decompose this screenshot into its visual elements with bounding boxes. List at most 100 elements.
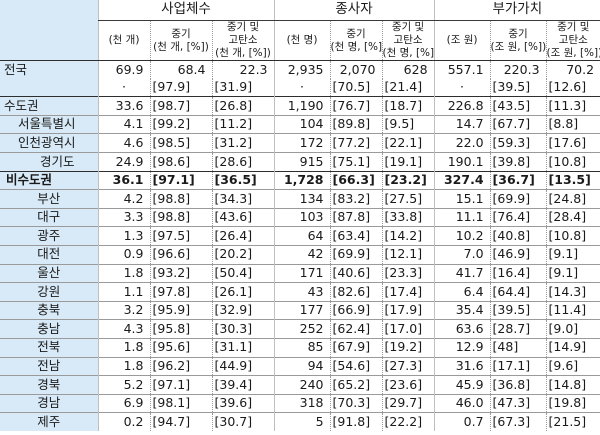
table-cell: [39.5] <box>489 78 547 97</box>
table-cell: [14.3] <box>545 282 600 302</box>
table-cell: [23.2] <box>381 170 435 190</box>
table-cell: [97.5] <box>149 226 212 246</box>
table-cell: 5.2 <box>97 375 150 395</box>
row-label: 충남 <box>0 319 98 339</box>
table-cell: 4.1 <box>97 114 150 134</box>
table-cell: 0.2 <box>97 412 150 431</box>
table-cell: [94.7] <box>149 412 212 431</box>
table-cell: [11.3] <box>545 96 600 116</box>
table-row: 전국 69.9 68.4 22.3 2,935 2,070 628 557.1 220.3 70.… <box>0 59 600 79</box>
table-cell: [48] <box>489 337 547 357</box>
table-cell: [65.2] <box>329 375 383 395</box>
table-cell: [75.1] <box>329 151 383 172</box>
row-label: 전북 <box>0 337 98 357</box>
table-cell: 327.4 <box>433 170 491 190</box>
table-row: 충북 3.2 [95.9] [32.9] 177 [66.9] [17.9] 35.4 [39.… <box>0 300 600 320</box>
table-cell: 1.3 <box>97 226 150 246</box>
row-label: 울산 <box>0 263 98 283</box>
table-cell: 1.8 <box>97 337 150 357</box>
table-cell: 11.1 <box>433 207 491 227</box>
table-cell: [39.8] <box>489 151 547 172</box>
table-cell: 94 <box>273 356 331 376</box>
table-cell: 3.3 <box>97 207 150 227</box>
table-cell: [9.0] <box>545 319 600 339</box>
row-label: 서울특별시 <box>0 114 98 134</box>
table-cell: [10.8] <box>545 226 600 246</box>
table-cell: 31.6 <box>433 356 491 376</box>
table-cell: 36.1 <box>97 170 150 190</box>
table-cell: [47.3] <box>489 393 547 413</box>
sub-header-cell: (조 원) <box>433 20 491 61</box>
table-cell: [28.6] <box>211 151 275 172</box>
table-cell: 557.1 <box>433 59 491 79</box>
table-cell: 628 <box>381 59 435 79</box>
table-cell: 10.2 <box>433 226 491 246</box>
table-cell: [36.5] <box>211 170 275 190</box>
table-cell: [26.1] <box>211 282 275 302</box>
table-cell: 6.9 <box>97 393 150 413</box>
table-cell: 0.7 <box>433 412 491 431</box>
table-cell: [31.2] <box>211 133 275 153</box>
table-cell: 134 <box>273 189 331 209</box>
table-cell: [69.9] <box>489 189 547 209</box>
sub-header-cell: 중기 및 고탄소 (천 명, [%]) <box>381 20 435 61</box>
table-cell: [9.5] <box>381 114 435 134</box>
table-cell: 22.0 <box>433 133 491 153</box>
table-cell: [98.7] <box>149 96 212 116</box>
table-cell: [93.2] <box>149 263 212 283</box>
table-cell: [24.8] <box>545 189 600 209</box>
row-label: 경남 <box>0 393 98 413</box>
sub-header-line: 중기 및 <box>391 21 425 33</box>
table-cell: 42 <box>273 244 331 265</box>
table-cell: [32.9] <box>211 300 275 320</box>
table-cell: [83.2] <box>329 189 383 209</box>
header-corner-cell <box>0 0 98 61</box>
table-cell: 22.3 <box>211 59 275 79</box>
table-cell: [11.2] <box>211 114 275 134</box>
table-cell: [50.4] <box>211 263 275 283</box>
table-cell: [97.8] <box>149 282 212 302</box>
table-cell: [16.4] <box>489 263 547 283</box>
table-cell: [17.1] <box>489 356 547 376</box>
sub-header-line: 고탄소 <box>393 34 423 46</box>
table-cell: [98.5] <box>149 133 212 153</box>
sub-header-line: (천 명, [%]) <box>330 40 383 53</box>
table-row: 강원 1.1 [97.8] [26.1] 43 [82.6] [17.4] 6.4 [64.4]… <box>0 282 600 302</box>
table-cell: 177 <box>273 300 331 320</box>
table-cell: 5 <box>273 412 331 431</box>
row-label: 대전 <box>0 244 98 265</box>
table-cell: 70.2 <box>545 59 600 79</box>
table-cell: [40.8] <box>489 226 547 246</box>
table-cell: [17.9] <box>381 300 435 320</box>
table-row: 수도권 33.6 [98.7] [26.8] 1,190 [76.7] [18.7] 226.… <box>0 96 600 116</box>
sub-header-cell: (천 명) <box>273 20 331 61</box>
table-cell: [19.8] <box>545 393 600 413</box>
table-row: 부산 4.2 [98.8] [34.3] 134 [83.2] [27.5] 15.1 [69.… <box>0 189 600 209</box>
table-cell: [44.9] <box>211 356 275 376</box>
table-cell: [39.4] <box>211 375 275 395</box>
row-label: 충북 <box>0 300 98 320</box>
table-cell: [26.4] <box>211 226 275 246</box>
row-label: 인천광역시 <box>0 133 98 153</box>
table-cell: 35.4 <box>433 300 491 320</box>
table-cell: [21.4] <box>381 78 435 97</box>
sub-header-line: (천 개, [%]) <box>153 40 209 53</box>
table-cell: [18.7] <box>381 96 435 116</box>
table-cell: [27.5] <box>381 189 435 209</box>
table-cell: [22.2] <box>381 412 435 431</box>
table-row: 대구 3.3 [98.8] [43.6] 103 [87.8] [33.8] 11.1 [76.… <box>0 207 600 227</box>
table-cell: 0.9 <box>97 244 150 265</box>
table-cell: [95.9] <box>149 300 212 320</box>
table-row: 울산 1.8 [93.2] [50.4] 171 [40.6] [23.3] 41.7 [16.… <box>0 263 600 283</box>
table-cell: 915 <box>273 151 331 172</box>
row-label: 전남 <box>0 356 98 376</box>
table-cell: 4.3 <box>97 319 150 339</box>
table-cell: [98.1] <box>149 393 212 413</box>
table-cell: [43.5] <box>489 96 547 116</box>
table-cell: 85 <box>273 337 331 357</box>
table-row: 비수도권 36.1 [97.1] [36.5] 1,728 [66.3] [23.2] 327… <box>0 170 600 190</box>
table-cell: · <box>273 78 331 97</box>
row-label: 비수도권 <box>0 170 98 190</box>
table-cell: 24.9 <box>97 151 150 172</box>
table-cell: 12.9 <box>433 337 491 357</box>
